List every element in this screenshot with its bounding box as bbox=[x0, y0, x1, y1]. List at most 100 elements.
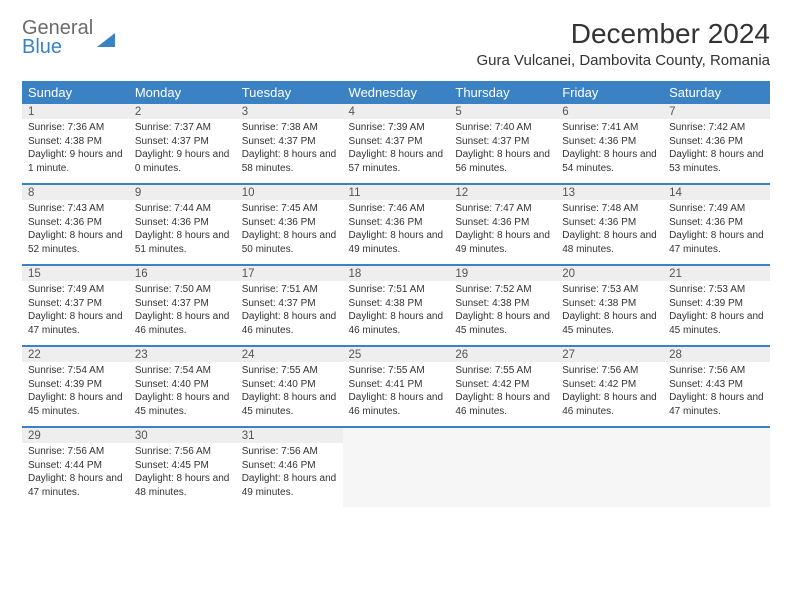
daylight-text: Daylight: 8 hours and 45 minutes. bbox=[562, 310, 657, 337]
sunrise-text: Sunrise: 7:49 AM bbox=[669, 202, 764, 216]
day-content-row: Sunrise: 7:36 AMSunset: 4:38 PMDaylight:… bbox=[22, 119, 770, 184]
day-number bbox=[663, 428, 770, 443]
day-number: 14 bbox=[663, 185, 770, 200]
title-block: December 2024 Gura Vulcanei, Dambovita C… bbox=[477, 18, 770, 69]
sunset-text: Sunset: 4:37 PM bbox=[135, 135, 230, 149]
day-number: 12 bbox=[449, 185, 556, 200]
sunrise-text: Sunrise: 7:55 AM bbox=[349, 364, 444, 378]
sunrise-text: Sunrise: 7:48 AM bbox=[562, 202, 657, 216]
day-number bbox=[343, 428, 450, 443]
sunset-text: Sunset: 4:40 PM bbox=[135, 378, 230, 392]
day-cell: Sunrise: 7:53 AMSunset: 4:39 PMDaylight:… bbox=[663, 281, 770, 346]
calendar-table: Sunday Monday Tuesday Wednesday Thursday… bbox=[22, 81, 770, 507]
sunset-text: Sunset: 4:37 PM bbox=[28, 297, 123, 311]
sunrise-text: Sunrise: 7:49 AM bbox=[28, 283, 123, 297]
sunrise-text: Sunrise: 7:50 AM bbox=[135, 283, 230, 297]
sunrise-text: Sunrise: 7:56 AM bbox=[669, 364, 764, 378]
sunrise-text: Sunrise: 7:55 AM bbox=[455, 364, 550, 378]
day-cell: Sunrise: 7:54 AMSunset: 4:40 PMDaylight:… bbox=[129, 362, 236, 427]
day-number: 7 bbox=[663, 104, 770, 119]
day-number-row: 1234567 bbox=[22, 104, 770, 119]
day-cell: Sunrise: 7:46 AMSunset: 4:36 PMDaylight:… bbox=[343, 200, 450, 265]
day-cell bbox=[449, 443, 556, 507]
col-saturday: Saturday bbox=[663, 81, 770, 104]
day-number: 27 bbox=[556, 347, 663, 362]
day-cell: Sunrise: 7:44 AMSunset: 4:36 PMDaylight:… bbox=[129, 200, 236, 265]
daylight-text: Daylight: 8 hours and 47 minutes. bbox=[669, 229, 764, 256]
sunrise-text: Sunrise: 7:41 AM bbox=[562, 121, 657, 135]
day-cell: Sunrise: 7:47 AMSunset: 4:36 PMDaylight:… bbox=[449, 200, 556, 265]
day-cell: Sunrise: 7:49 AMSunset: 4:37 PMDaylight:… bbox=[22, 281, 129, 346]
location-text: Gura Vulcanei, Dambovita County, Romania bbox=[477, 52, 770, 69]
daylight-text: Daylight: 8 hours and 52 minutes. bbox=[28, 229, 123, 256]
day-number: 30 bbox=[129, 428, 236, 443]
sunrise-text: Sunrise: 7:52 AM bbox=[455, 283, 550, 297]
daylight-text: Daylight: 8 hours and 53 minutes. bbox=[669, 148, 764, 175]
sunrise-text: Sunrise: 7:46 AM bbox=[349, 202, 444, 216]
day-number: 17 bbox=[236, 266, 343, 281]
daylight-text: Daylight: 8 hours and 50 minutes. bbox=[242, 229, 337, 256]
day-cell: Sunrise: 7:52 AMSunset: 4:38 PMDaylight:… bbox=[449, 281, 556, 346]
day-number: 31 bbox=[236, 428, 343, 443]
sunrise-text: Sunrise: 7:36 AM bbox=[28, 121, 123, 135]
day-number bbox=[449, 428, 556, 443]
daylight-text: Daylight: 8 hours and 48 minutes. bbox=[562, 229, 657, 256]
day-number: 3 bbox=[236, 104, 343, 119]
day-number: 16 bbox=[129, 266, 236, 281]
sunrise-text: Sunrise: 7:40 AM bbox=[455, 121, 550, 135]
sunrise-text: Sunrise: 7:56 AM bbox=[562, 364, 657, 378]
day-number: 18 bbox=[343, 266, 450, 281]
day-number: 25 bbox=[343, 347, 450, 362]
day-number: 21 bbox=[663, 266, 770, 281]
daylight-text: Daylight: 8 hours and 46 minutes. bbox=[242, 310, 337, 337]
sunset-text: Sunset: 4:37 PM bbox=[242, 297, 337, 311]
day-cell: Sunrise: 7:40 AMSunset: 4:37 PMDaylight:… bbox=[449, 119, 556, 184]
sunset-text: Sunset: 4:38 PM bbox=[455, 297, 550, 311]
sunset-text: Sunset: 4:37 PM bbox=[349, 135, 444, 149]
day-cell: Sunrise: 7:50 AMSunset: 4:37 PMDaylight:… bbox=[129, 281, 236, 346]
day-cell: Sunrise: 7:36 AMSunset: 4:38 PMDaylight:… bbox=[22, 119, 129, 184]
day-cell: Sunrise: 7:39 AMSunset: 4:37 PMDaylight:… bbox=[343, 119, 450, 184]
day-cell: Sunrise: 7:38 AMSunset: 4:37 PMDaylight:… bbox=[236, 119, 343, 184]
day-number: 24 bbox=[236, 347, 343, 362]
day-number-row: 15161718192021 bbox=[22, 266, 770, 281]
day-header-row: Sunday Monday Tuesday Wednesday Thursday… bbox=[22, 81, 770, 104]
daylight-text: Daylight: 9 hours and 0 minutes. bbox=[135, 148, 230, 175]
sunrise-text: Sunrise: 7:43 AM bbox=[28, 202, 123, 216]
day-number: 29 bbox=[22, 428, 129, 443]
sunrise-text: Sunrise: 7:39 AM bbox=[349, 121, 444, 135]
day-number: 6 bbox=[556, 104, 663, 119]
day-cell: Sunrise: 7:51 AMSunset: 4:37 PMDaylight:… bbox=[236, 281, 343, 346]
sunset-text: Sunset: 4:36 PM bbox=[562, 135, 657, 149]
sunset-text: Sunset: 4:45 PM bbox=[135, 459, 230, 473]
sunset-text: Sunset: 4:44 PM bbox=[28, 459, 123, 473]
day-number: 8 bbox=[22, 185, 129, 200]
daylight-text: Daylight: 8 hours and 45 minutes. bbox=[28, 391, 123, 418]
daylight-text: Daylight: 8 hours and 49 minutes. bbox=[242, 472, 337, 499]
day-content-row: Sunrise: 7:56 AMSunset: 4:44 PM Daylight:… bbox=[22, 443, 770, 507]
daylight-text: Daylight: 9 hours and 1 minute. bbox=[28, 148, 123, 175]
day-number: 2 bbox=[129, 104, 236, 119]
daylight-text: Daylight: 8 hours and 46 minutes. bbox=[562, 391, 657, 418]
day-cell: Sunrise: 7:56 AMSunset: 4:44 PMDaylight:… bbox=[22, 443, 129, 507]
day-number: 22 bbox=[22, 347, 129, 362]
sunset-text: Sunset: 4:40 PM bbox=[242, 378, 337, 392]
day-cell: Sunrise: 7:45 AMSunset: 4:36 PMDaylight:… bbox=[236, 200, 343, 265]
sunrise-text: Sunrise: 7:42 AM bbox=[669, 121, 764, 135]
sunset-text: Sunset: 4:42 PM bbox=[455, 378, 550, 392]
daylight-text: Daylight: 8 hours and 49 minutes. bbox=[349, 229, 444, 256]
day-number: 28 bbox=[663, 347, 770, 362]
daylight-text: Daylight: 8 hours and 48 minutes. bbox=[135, 472, 230, 499]
sunrise-text: Sunrise: 7:55 AM bbox=[242, 364, 337, 378]
col-tuesday: Tuesday bbox=[236, 81, 343, 104]
day-cell: Sunrise: 7:48 AMSunset: 4:36 PMDaylight:… bbox=[556, 200, 663, 265]
sunset-text: Sunset: 4:37 PM bbox=[242, 135, 337, 149]
sunrise-text: Sunrise: 7:56 AM bbox=[28, 445, 123, 459]
daylight-text: Daylight: 8 hours and 46 minutes. bbox=[135, 310, 230, 337]
day-cell: Sunrise: 7:56 AMSunset: 4:42 PMDaylight:… bbox=[556, 362, 663, 427]
daylight-text: Daylight: 8 hours and 45 minutes. bbox=[242, 391, 337, 418]
sunset-text: Sunset: 4:36 PM bbox=[349, 216, 444, 230]
daylight-text: Daylight: 8 hours and 45 minutes. bbox=[135, 391, 230, 418]
sunset-text: Sunset: 4:36 PM bbox=[28, 216, 123, 230]
day-number bbox=[556, 428, 663, 443]
